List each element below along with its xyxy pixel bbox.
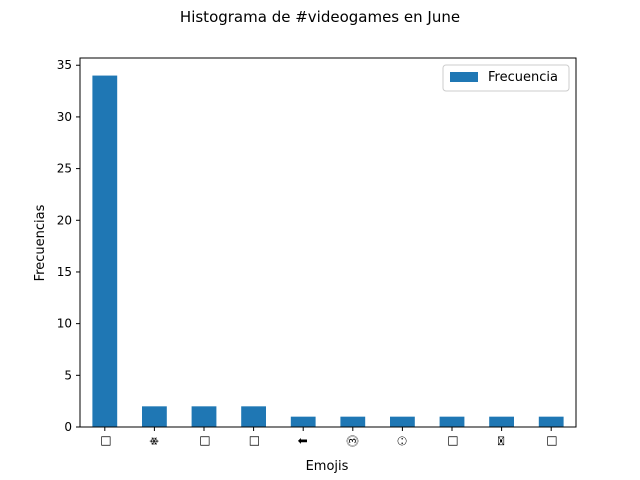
y-tick-label-3: 15 (57, 265, 72, 279)
x-tick-label-8: ✉ (495, 436, 509, 446)
x-tick-label-3: □ (247, 435, 261, 446)
plot-frame (79, 57, 577, 428)
y-tick-label-1: 5 (64, 368, 72, 382)
x-tick-label-5: ⓷ (346, 435, 360, 447)
x-axis-ticks: □ ❄ □ □ ⬆ ⓷ ⚇ □ ✉ □ (98, 427, 558, 447)
bar-9 (538, 416, 564, 427)
y-tick-label-0: 0 (64, 420, 72, 434)
bars-group (92, 75, 564, 428)
x-tick-label-1: ❄ (147, 436, 161, 446)
bar-0 (92, 75, 118, 428)
legend: Frecuencia (442, 64, 570, 92)
bar-3 (241, 406, 266, 427)
y-tick-label-7: 35 (57, 58, 72, 72)
bar-6 (390, 416, 415, 427)
y-tick-label-4: 20 (57, 213, 72, 227)
y-tick-label-6: 30 (57, 110, 72, 124)
legend-box (442, 64, 570, 92)
bar-2 (191, 406, 217, 427)
x-tick-label-7: □ (445, 435, 459, 446)
y-tick-label-5: 25 (57, 162, 72, 176)
y-axis-ticks: 0 5 10 15 20 25 30 35 (57, 58, 80, 434)
bar-7 (439, 416, 465, 427)
y-tick-label-2: 10 (57, 317, 72, 331)
bar-4 (290, 416, 316, 427)
x-tick-label-9: □ (544, 435, 558, 446)
bar-8 (489, 416, 514, 427)
x-tick-label-6: ⚇ (395, 436, 409, 447)
x-axis-label: Emojis (306, 459, 349, 474)
x-tick-label-4: ⬆ (296, 436, 310, 446)
bar-5 (340, 416, 366, 427)
chart-title: Histograma de #videogames en June (180, 8, 460, 26)
x-tick-label-2: □ (197, 435, 211, 446)
legend-swatch (450, 72, 478, 82)
legend-entry-frecuencia: Frecuencia (488, 70, 558, 85)
x-tick-label-0: □ (98, 435, 112, 446)
y-axis-label: Frecuencias (33, 204, 48, 281)
bar-1 (142, 406, 167, 427)
